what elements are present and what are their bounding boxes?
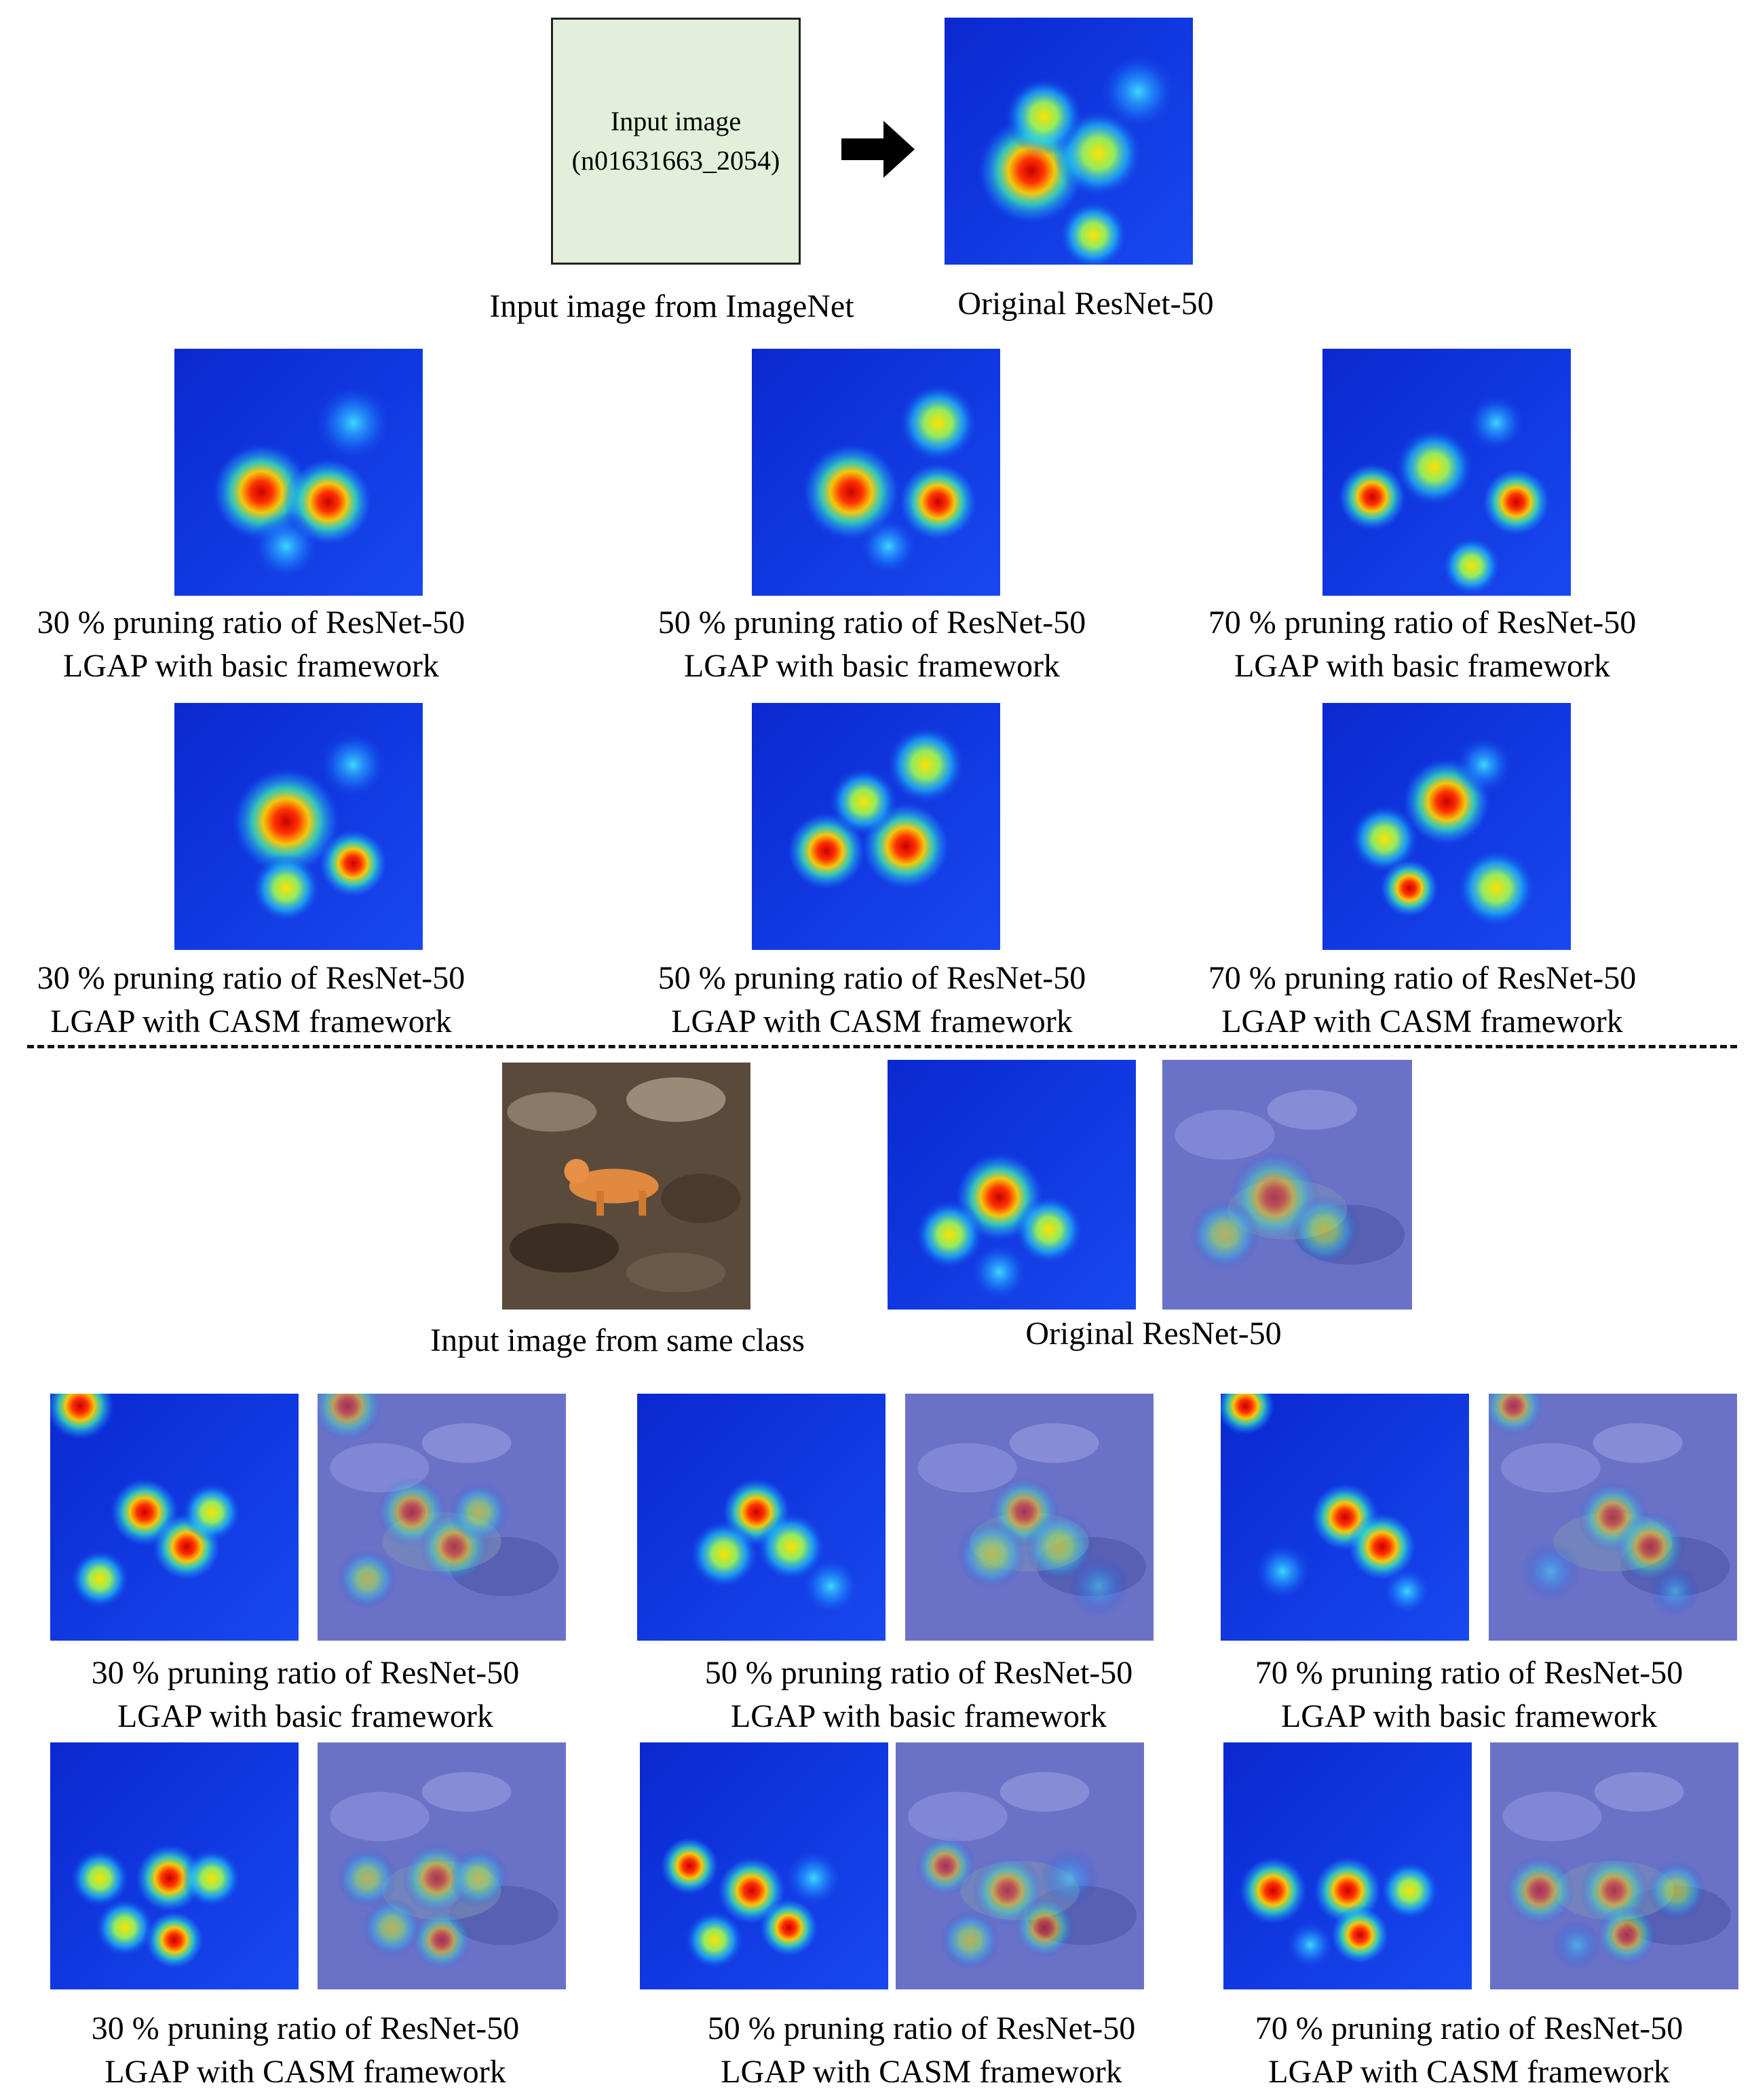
original-caption-bottom: Original ResNet-50 (1025, 1316, 1282, 1352)
caption-line-1: 70 % pruning ratio of ResNet-50 (1255, 1655, 1683, 1691)
overlay-bottom-casm-50 (896, 1742, 1144, 1989)
caption-line-1: 50 % pruning ratio of ResNet-50 (707, 2010, 1136, 2046)
caption-line-2: LGAP with CASM framework (104, 2054, 506, 2090)
caption-bottom-casm-70: 70 % pruning ratio of ResNet-50 LGAP wit… (1218, 2007, 1720, 2094)
caption-line-2: LGAP with CASM framework (50, 1004, 452, 1039)
caption-line-1: 30 % pruning ratio of ResNet-50 (91, 2010, 520, 2046)
caption-bottom-casm-30: 30 % pruning ratio of ResNet-50 LGAP wit… (54, 2007, 556, 2094)
frog-photo-input (502, 1063, 750, 1310)
overlay-original-bottom (1162, 1060, 1412, 1310)
input-caption-top: Input image from ImageNet (489, 288, 854, 324)
overlay-bottom-casm-70 (1490, 1742, 1738, 1989)
caption-line-1: 50 % pruning ratio of ResNet-50 (704, 1655, 1133, 1691)
heatmap-top-casm-50 (752, 703, 1000, 950)
caption-line-1: 50 % pruning ratio of ResNet-50 (658, 605, 1086, 641)
overlay-bottom-basic-50 (905, 1394, 1154, 1641)
input-caption-bottom: Input image from same class (430, 1322, 805, 1358)
original-caption-top: Original ResNet-50 (957, 286, 1214, 322)
overlay-bottom-basic-70 (1489, 1394, 1737, 1641)
heatmap-top-basic-50 (752, 349, 1000, 596)
caption-line-1: 30 % pruning ratio of ResNet-50 (37, 605, 465, 641)
heatmap-bottom-casm-50 (640, 1742, 888, 1989)
caption-line-1: 70 % pruning ratio of ResNet-50 (1208, 605, 1637, 641)
caption-line-2: LGAP with basic framework (62, 648, 440, 684)
caption-bottom-basic-70: 70 % pruning ratio of ResNet-50 LGAP wit… (1218, 1652, 1720, 1738)
caption-top-basic-70: 70 % pruning ratio of ResNet-50 LGAP wit… (1171, 601, 1673, 688)
caption-line-1: 50 % pruning ratio of ResNet-50 (658, 960, 1086, 996)
caption-top-basic-30: 30 % pruning ratio of ResNet-50 LGAP wit… (0, 601, 502, 688)
heatmap-bottom-casm-70 (1223, 1742, 1472, 1989)
caption-line-2: LGAP with CASM framework (1221, 1004, 1623, 1039)
caption-line-2: LGAP with basic framework (730, 1698, 1107, 1734)
caption-line-1: 30 % pruning ratio of ResNet-50 (37, 960, 465, 996)
caption-bottom-basic-30: 30 % pruning ratio of ResNet-50 LGAP wit… (54, 1652, 556, 1738)
caption-bottom-casm-50: 50 % pruning ratio of ResNet-50 LGAP wit… (670, 2007, 1173, 2094)
heatmap-bottom-basic-30 (50, 1394, 299, 1641)
heatmap-top-casm-30 (174, 703, 423, 950)
placeholder-id: (n01631663_2054) (571, 145, 780, 176)
caption-top-casm-50: 50 % pruning ratio of ResNet-50 LGAP wit… (621, 957, 1123, 1044)
caption-line-2: LGAP with CASM framework (1268, 2054, 1670, 2090)
heatmap-top-casm-70 (1322, 703, 1571, 950)
heatmap-top-basic-70 (1322, 349, 1571, 596)
right-arrow-icon (841, 121, 915, 178)
heatmap-bottom-casm-30 (50, 1742, 299, 1989)
caption-line-2: LGAP with basic framework (1234, 648, 1611, 684)
caption-line-1: 30 % pruning ratio of ResNet-50 (91, 1655, 520, 1691)
overlay-bottom-casm-30 (318, 1742, 566, 1989)
heatmap-top-basic-30 (174, 349, 423, 596)
caption-top-casm-30: 30 % pruning ratio of ResNet-50 LGAP wit… (0, 957, 502, 1044)
caption-top-basic-50: 50 % pruning ratio of ResNet-50 LGAP wit… (621, 601, 1123, 688)
section-divider (27, 1045, 1737, 1048)
overlay-bottom-basic-30 (318, 1394, 566, 1641)
heatmap-original-top (945, 18, 1193, 265)
caption-line-2: LGAP with CASM framework (671, 1004, 1073, 1039)
caption-line-2: LGAP with CASM framework (721, 2054, 1122, 2090)
caption-line-2: LGAP with basic framework (117, 1698, 494, 1734)
placeholder-title: Input image (610, 106, 742, 136)
caption-line-1: 70 % pruning ratio of ResNet-50 (1208, 960, 1637, 996)
caption-top-casm-70: 70 % pruning ratio of ResNet-50 LGAP wit… (1171, 957, 1673, 1044)
heatmap-bottom-basic-50 (637, 1394, 885, 1641)
input-image-placeholder: Input image (n01631663_2054) (551, 18, 801, 265)
caption-line-2: LGAP with basic framework (683, 648, 1061, 684)
caption-bottom-basic-50: 50 % pruning ratio of ResNet-50 LGAP wit… (668, 1652, 1170, 1738)
heatmap-bottom-basic-70 (1221, 1394, 1469, 1641)
caption-line-1: 70 % pruning ratio of ResNet-50 (1255, 2010, 1683, 2046)
heatmap-original-bottom (888, 1060, 1136, 1310)
caption-line-2: LGAP with basic framework (1280, 1698, 1658, 1734)
